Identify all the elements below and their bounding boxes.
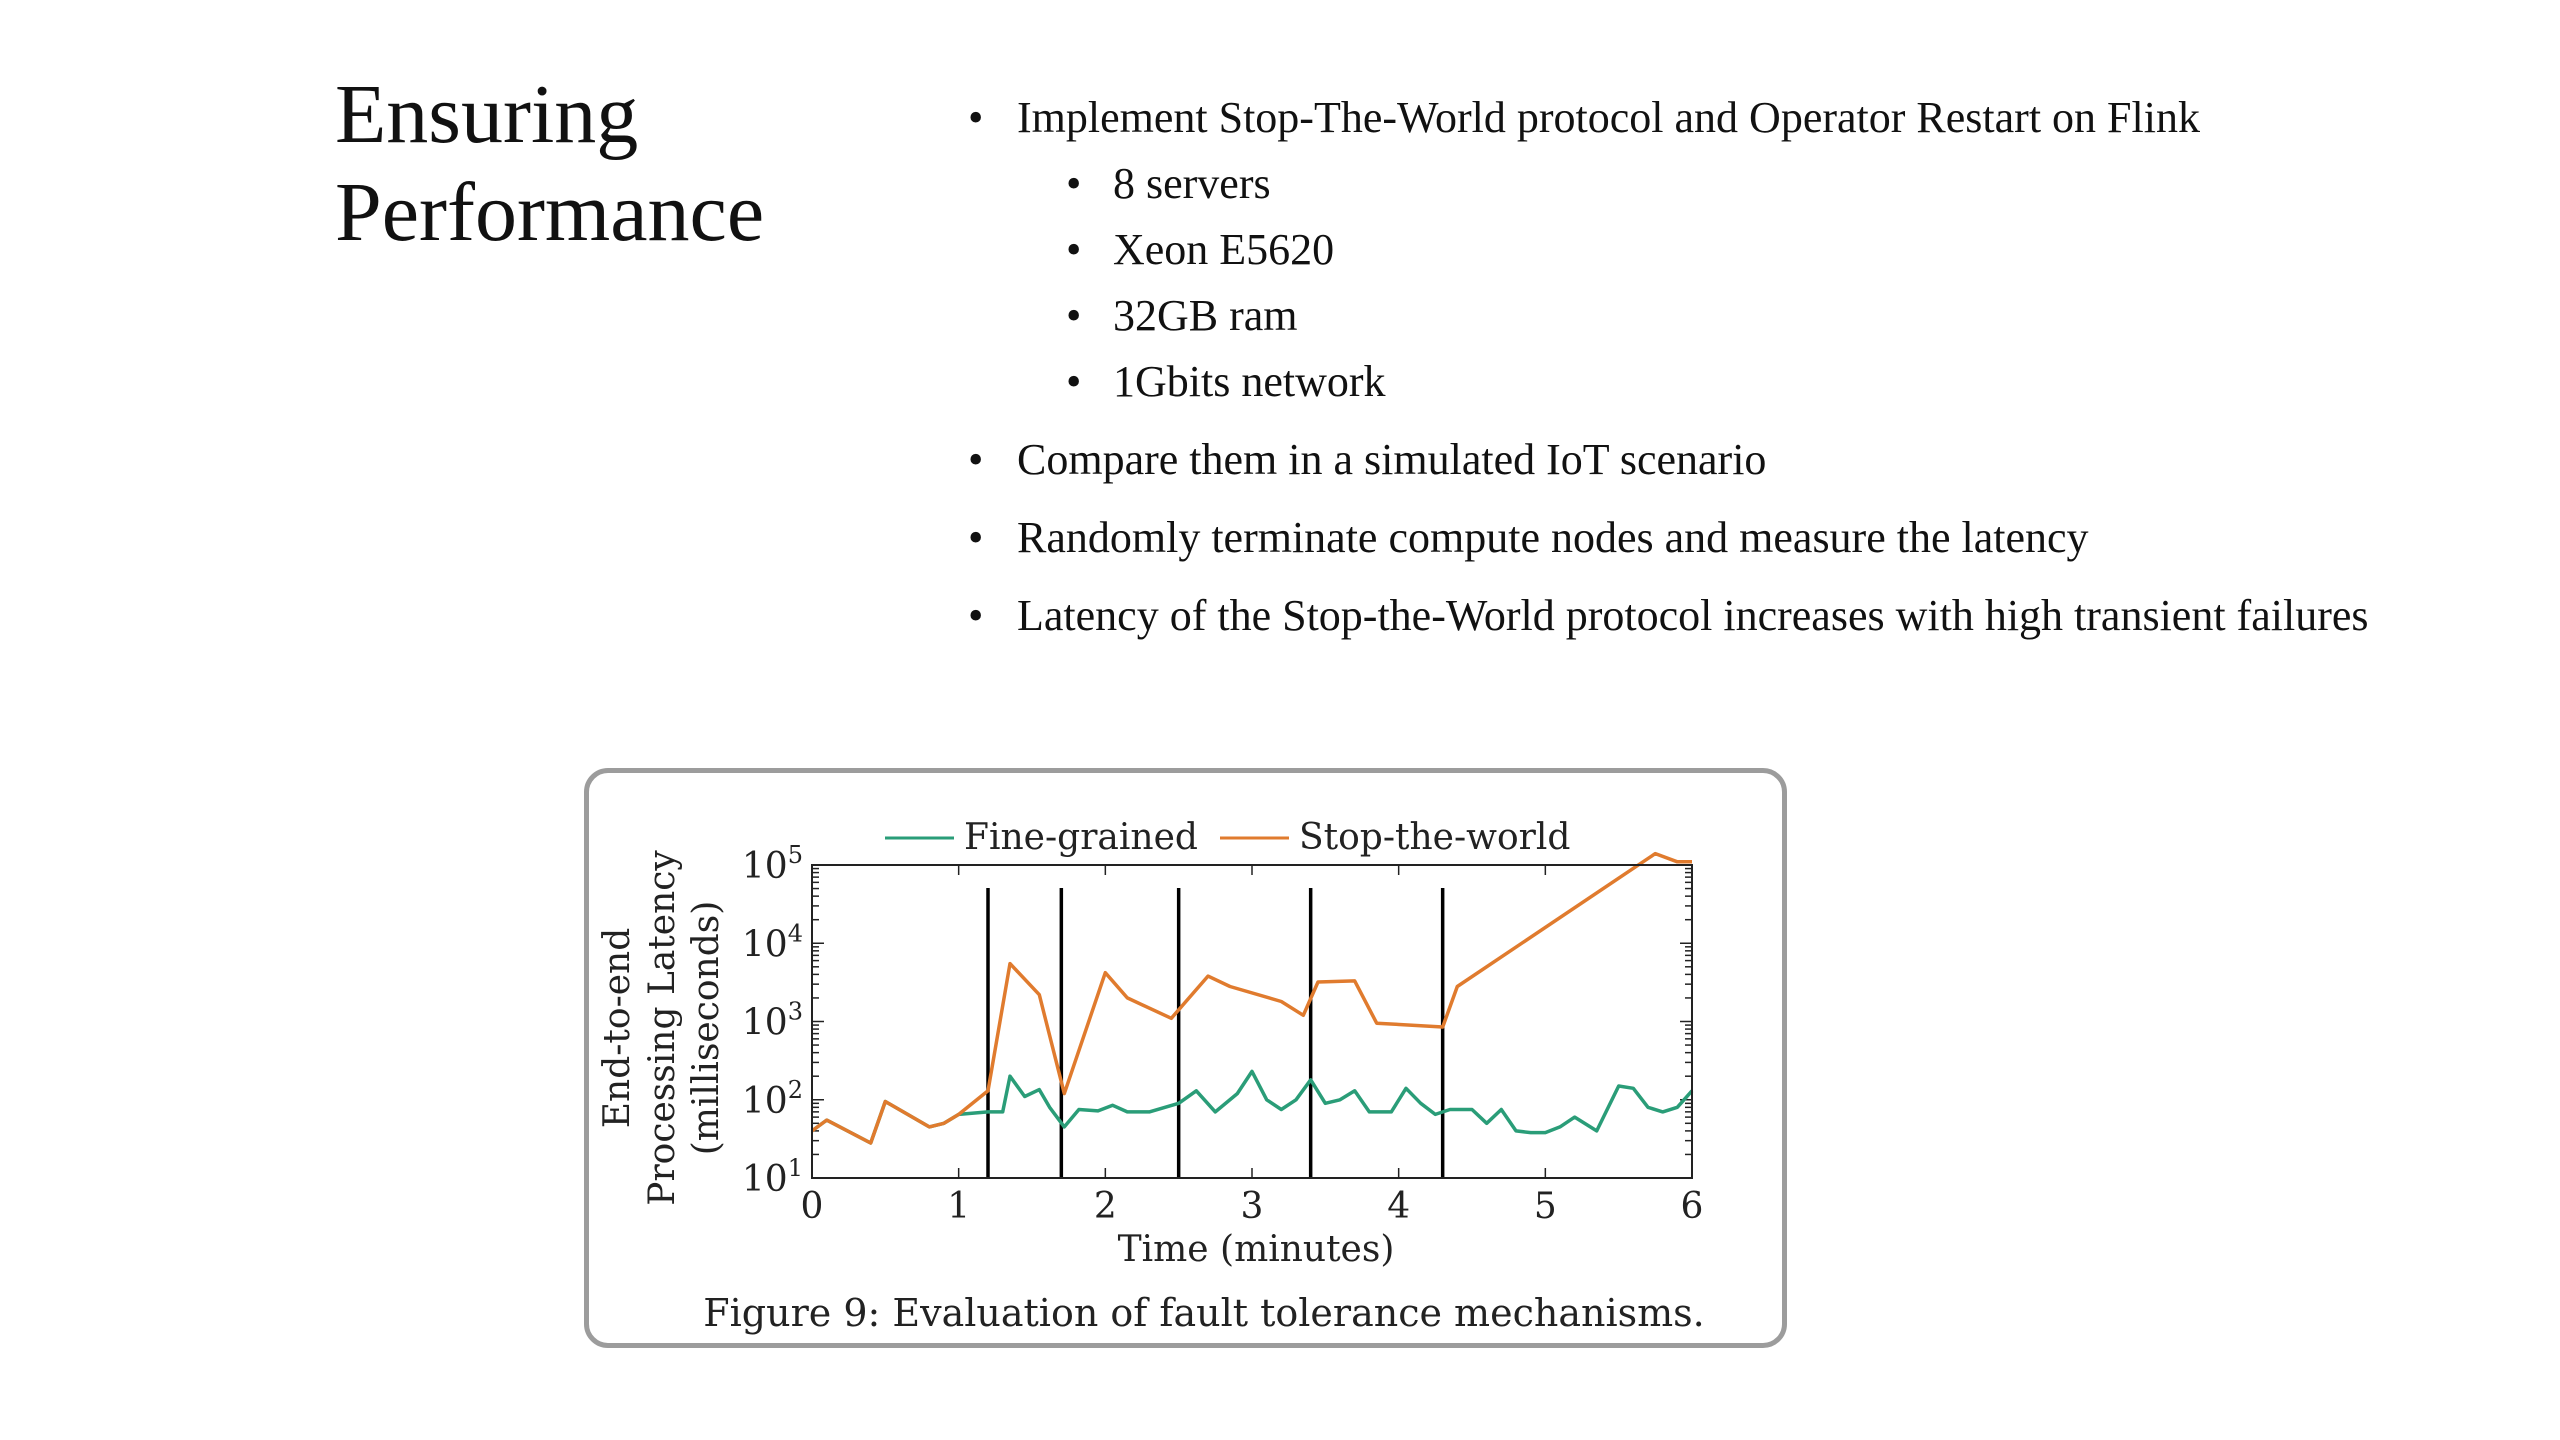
y-tick-label-base: 10	[742, 1003, 788, 1044]
y-tick-label-exponent: 1	[788, 1154, 803, 1182]
sub-bullet-item: Xeon E5620	[1066, 224, 2408, 276]
bullet-text: Implement Stop-The-World protocol and Op…	[1017, 93, 2200, 142]
bullet-item: Randomly terminate compute nodes and mea…	[968, 512, 2408, 564]
bullet-item: Latency of the Stop-the-World protocol i…	[968, 590, 2408, 642]
y-tick-label: 102	[742, 1076, 803, 1122]
y-tick-label-base: 10	[742, 846, 788, 887]
y-tick-label-base: 10	[742, 1081, 788, 1122]
y-tick-label-base: 10	[742, 924, 788, 965]
x-tick-label: 3	[1241, 1186, 1264, 1227]
x-tick-label: 2	[1094, 1186, 1117, 1227]
y-axis-label-line: End-to-end	[597, 928, 638, 1129]
series-lines	[810, 851, 1694, 1145]
sub-bullet-item: 8 servers	[1066, 158, 2408, 210]
sub-bullet-item: 1Gbits network	[1066, 356, 2408, 408]
series-line-fine-grained	[810, 1069, 1694, 1145]
title-line-1: Ensuring	[335, 68, 639, 161]
slide-title: Ensuring Performance	[335, 66, 764, 262]
x-tick-label: 5	[1534, 1186, 1557, 1227]
sub-bullet-item: 32GB ram	[1066, 290, 2408, 342]
x-axis-label: Time (minutes)	[1118, 1229, 1395, 1270]
x-tick-labels: 0 1 2 3 4 5 6	[801, 1186, 1704, 1227]
y-tick-label-base: 10	[742, 1159, 788, 1200]
y-axis-label: End-to-end Processing Latency (milliseco…	[597, 850, 727, 1206]
legend-label-fine-grained: Fine-grained	[964, 817, 1198, 858]
axis-ticks	[811, 865, 1693, 1179]
x-tick-label: 4	[1387, 1186, 1410, 1227]
y-tick-label: 101	[742, 1154, 803, 1200]
chart-legend: Fine-grained Stop-the-world	[885, 817, 1570, 858]
x-tick-label: 6	[1681, 1186, 1704, 1227]
series-line-stop-the-world	[810, 851, 1692, 1145]
sub-bullet-list: 8 servers Xeon E5620 32GB ram 1Gbits net…	[1017, 158, 2408, 408]
figure-caption: Figure 9: Evaluation of fault tolerance …	[703, 1291, 1704, 1335]
y-tick-label: 103	[742, 998, 803, 1044]
legend-label-stop-the-world: Stop-the-world	[1299, 817, 1570, 858]
bullet-item: Compare them in a simulated IoT scenario	[968, 434, 2408, 486]
y-tick-label: 105	[742, 841, 803, 887]
failure-event-lines	[986, 888, 1445, 1178]
y-tick-label: 104	[742, 919, 803, 965]
x-tick-label: 1	[947, 1186, 970, 1227]
y-tick-label-exponent: 2	[788, 1076, 803, 1104]
y-tick-label-exponent: 5	[788, 841, 803, 869]
bullet-item: Implement Stop-The-World protocol and Op…	[968, 92, 2408, 408]
title-line-2: Performance	[335, 166, 765, 259]
x-tick-label: 0	[801, 1186, 824, 1227]
y-tick-label-exponent: 3	[788, 998, 803, 1026]
y-axis-label-line: (milliseconds)	[686, 901, 727, 1156]
bullet-list: Implement Stop-The-World protocol and Op…	[968, 92, 2408, 668]
plot-area	[811, 864, 1693, 1179]
y-axis-label-line: Processing Latency	[642, 850, 683, 1206]
y-tick-label-exponent: 4	[788, 919, 803, 947]
